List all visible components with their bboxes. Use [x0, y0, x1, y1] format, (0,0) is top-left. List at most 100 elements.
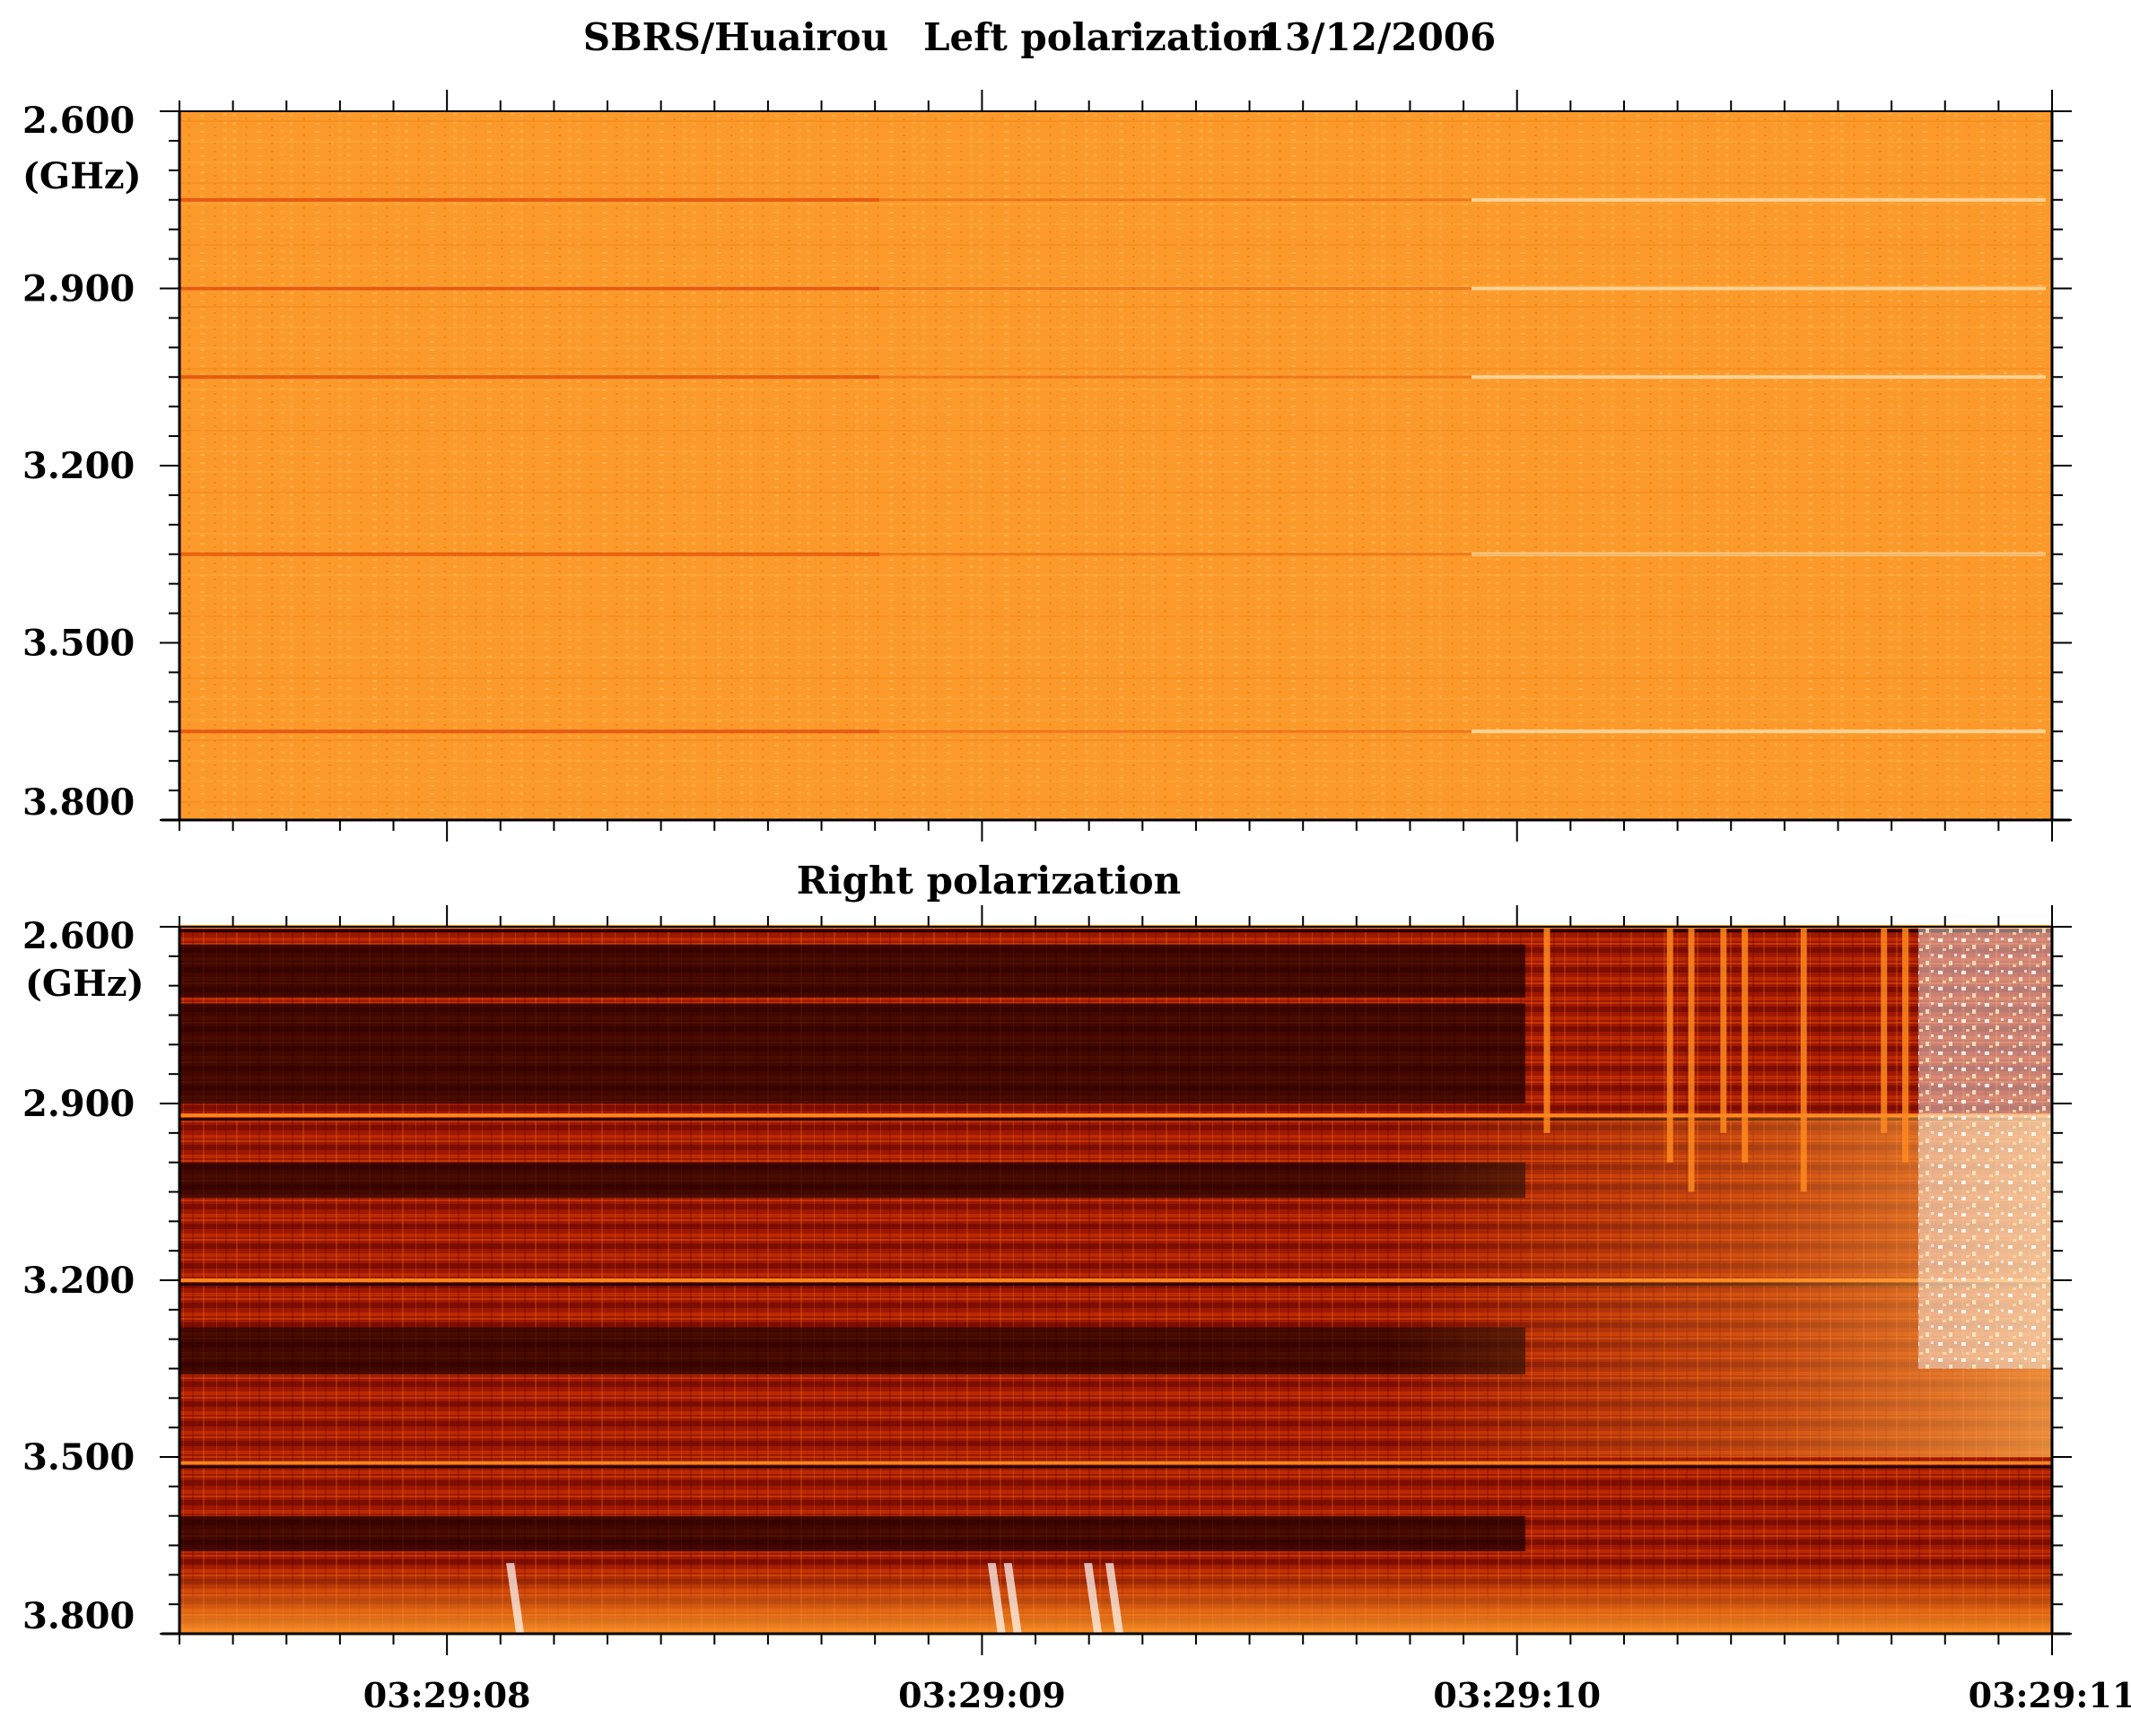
fiber-burst [1720, 927, 1727, 1133]
noise-row [179, 636, 2052, 638]
emission-line-dark [179, 286, 879, 291]
noise-row [179, 244, 2052, 246]
noise-row [179, 450, 2052, 452]
right-burst-features [506, 927, 2052, 1634]
y-tick-label: 3.500 [22, 623, 135, 665]
emission-line-bright [1472, 197, 2046, 202]
emission-line-bright [1472, 552, 2046, 556]
left-spectrogram-image [179, 111, 2052, 820]
low-freq-burst-stripe [987, 1563, 1006, 1634]
noise-row [179, 781, 2052, 782]
noise-row [179, 574, 2052, 576]
fiber-burst [1800, 927, 1807, 1192]
fiber-burst [1902, 927, 1909, 1163]
x-tick-label: 03:29:09 [898, 1675, 1066, 1715]
noise-row [179, 719, 2052, 720]
noise-row [179, 265, 2052, 266]
noise-row [179, 161, 2052, 163]
dark-band [179, 1003, 1525, 1104]
fiber-burst [1688, 927, 1695, 1192]
noise-row [179, 595, 2052, 597]
noise-row [179, 677, 2052, 679]
noise-row [179, 512, 2052, 514]
emission-line-faint [879, 287, 1472, 290]
emission-line-faint [879, 729, 1472, 733]
low-freq-burst-stripe [506, 1563, 525, 1634]
dark-line [179, 929, 2052, 932]
fiber-burst [1881, 927, 1888, 1133]
noise-row [179, 203, 2052, 205]
emission-line-bright [1472, 729, 2046, 734]
noise-row [179, 760, 2052, 762]
bright-line [179, 1278, 2052, 1282]
emission-line-faint [879, 375, 1472, 379]
noise-row [179, 120, 2052, 122]
y-tick-label: 3.800 [22, 1595, 135, 1637]
dark-band [179, 1515, 1525, 1552]
top-panel-title: Left polarization [923, 15, 1275, 59]
noise-row [179, 801, 2052, 803]
noise-row [179, 182, 2052, 184]
y-tick-label: 3.800 [22, 781, 135, 824]
dark-line [179, 1283, 2052, 1286]
right-y-axis-unit: (GHz) [25, 963, 144, 1005]
bright-line [179, 1461, 2052, 1465]
broadband-burst-speckle [1917, 927, 2052, 1369]
bottom-panel-title: Right polarization [797, 859, 1181, 903]
fiber-burst [1666, 927, 1673, 1163]
noise-row [179, 368, 2052, 370]
noise-row [179, 698, 2052, 700]
emission-line-bright [1472, 375, 2046, 379]
dark-band [179, 944, 1525, 998]
left-axes-frame [160, 90, 2072, 842]
noise-row [179, 409, 2052, 411]
dark-band [179, 1162, 1525, 1199]
noise-row [179, 492, 2052, 493]
noise-row [179, 347, 2052, 349]
left-y-axis-unit: (GHz) [22, 155, 142, 197]
fiber-burst [1543, 927, 1550, 1133]
right-axes-frame [160, 905, 2072, 1655]
y-tick-label: 2.600 [22, 100, 135, 142]
y-tick-label: 3.500 [22, 1436, 135, 1479]
x-tick-label: 03:29:10 [1433, 1675, 1601, 1715]
right-y-tick-labels: 2.600 2.900 3.200 3.500 3.800 [22, 915, 135, 1637]
noise-row [179, 223, 2052, 225]
low-freq-burst-stripe [1003, 1563, 1022, 1634]
emission-line-dark [179, 197, 879, 202]
noise-row [179, 306, 2052, 308]
low-freq-burst-stripe [1084, 1563, 1103, 1634]
y-tick-label: 3.200 [22, 445, 135, 487]
noise-row [179, 739, 2052, 741]
y-tick-label: 2.600 [22, 915, 135, 957]
emission-line-bright [1472, 286, 2046, 291]
bright-line [179, 1113, 2052, 1118]
emission-line-dark [179, 729, 879, 734]
dark-band [179, 1327, 1525, 1375]
x-tick-label: 03:29:08 [363, 1675, 531, 1715]
emission-line-faint [879, 553, 1472, 556]
noise-row [179, 141, 2052, 143]
station-label: SBRS/Huairou [583, 15, 888, 59]
noise-row [179, 471, 2052, 473]
emission-line-faint [879, 198, 1472, 202]
left-emission-lines [179, 120, 2052, 803]
emission-line-dark [179, 552, 879, 556]
dark-line [179, 1465, 2052, 1469]
noise-row [179, 615, 2052, 617]
right-frequency-bands [179, 925, 2052, 1634]
y-tick-label: 2.900 [22, 1083, 135, 1125]
low-freq-burst-stripe [1105, 1563, 1124, 1634]
noise-row [179, 327, 2052, 328]
noise-row [179, 388, 2052, 390]
dark-line [179, 1118, 2052, 1121]
left-y-tick-labels: 2.600 2.900 3.200 3.500 3.800 [22, 100, 135, 824]
noise-row [179, 285, 2052, 287]
right-x-tick-labels: 03:29:08 03:29:09 03:29:10 03:29:11 [363, 1675, 2131, 1715]
emission-line-dark [179, 375, 879, 379]
noise-row [179, 430, 2052, 432]
x-tick-label: 03:29:11 [1969, 1675, 2131, 1715]
